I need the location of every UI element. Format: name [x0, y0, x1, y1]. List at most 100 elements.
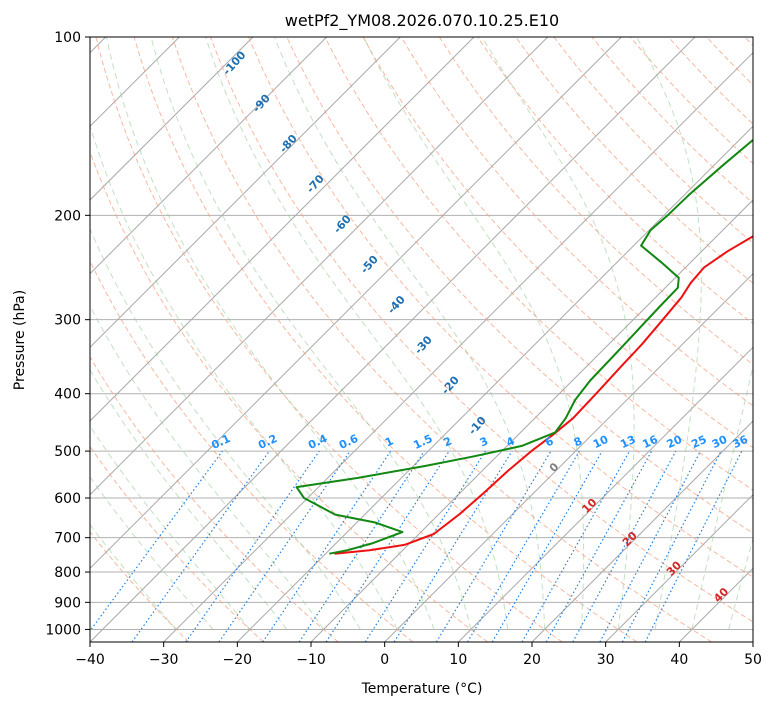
moist-adiabat [90, 124, 398, 630]
mixing-ratio-label: 0.1 [209, 432, 232, 452]
y-tick-label: 400 [54, 387, 81, 403]
x-tick-label: −10 [296, 652, 326, 668]
isotherm-gridline [90, 37, 622, 570]
isotherm-gridline [384, 272, 753, 642]
dry-adiabat [90, 259, 414, 642]
mixing-ratio-line [599, 450, 702, 642]
dry-adiabat-label: -60 [331, 212, 354, 236]
moist-adiabat [363, 37, 585, 630]
y-tick-label: 200 [54, 208, 81, 224]
isotherm-gridline [310, 199, 753, 642]
y-tick-label: 800 [54, 565, 81, 581]
moist-adiabat [105, 37, 435, 630]
y-tick-label: 100 [54, 30, 81, 46]
dry-adiabat-label: -10 [466, 414, 489, 438]
isotherm-gridline [90, 37, 254, 201]
mixing-ratio-line [621, 450, 722, 642]
isotherm-gridline [90, 37, 549, 496]
isotherm-gridline [531, 420, 753, 642]
mixing-ratio-line [521, 450, 631, 642]
isotherm-gridline [90, 37, 401, 349]
x-tick-label: 30 [597, 652, 615, 668]
dry-adiabat [668, 37, 753, 125]
dry-adiabat [553, 37, 753, 244]
mixing-ratio-line [90, 450, 223, 632]
x-tick-label: −30 [149, 652, 179, 668]
plot-frame [89, 36, 754, 643]
x-tick-label: 10 [449, 652, 467, 668]
axes: −40 −30 −20 −10 0 10 20 30 40 5010020030040050060… [45, 30, 762, 668]
dry-adiabat [362, 37, 753, 449]
moist-adiabat [273, 37, 546, 630]
isotherm-gridline [605, 493, 753, 642]
moist-adiabat [205, 37, 509, 630]
temperature-profile [334, 235, 753, 555]
mixing-ratio-line [393, 450, 513, 642]
x-tick-label: 0 [380, 652, 389, 668]
isotherm-gridline [752, 641, 753, 642]
line-labels: -100-90-80-70-60-50-40-30-20-100.1 0.2 0.4… [209, 48, 750, 605]
dewpoint-profile [295, 138, 753, 555]
dry-adiabat-label: -90 [250, 91, 273, 115]
mixing-ratio-label: 16 [640, 433, 660, 451]
mixing-ratio-label: 6 [543, 434, 556, 449]
mixing-ratio-line [218, 450, 351, 642]
dry-adiabat [210, 37, 753, 623]
x-tick-label: −20 [223, 652, 253, 668]
dry-adiabat [591, 37, 753, 204]
mixing-ratio-label: 20 [665, 433, 685, 451]
dry-adiabat [133, 37, 638, 642]
moist-adiabat [90, 523, 177, 630]
mixing-ratio-line [185, 450, 320, 642]
dry-adiabat-label: -70 [304, 172, 327, 196]
dry-adiabat-label: -80 [277, 132, 300, 156]
dry-adiabat [90, 150, 488, 642]
dry-adiabat-label: -50 [358, 253, 381, 277]
dry-adiabat [400, 37, 753, 407]
mixing-ratio-line [545, 450, 653, 642]
moist-adiabat [90, 476, 214, 630]
x-tick-label: 50 [744, 652, 762, 668]
mixing-ratio-line [325, 450, 450, 642]
y-tick-label: 900 [54, 595, 81, 611]
mixing-ratio-label: 8 [572, 434, 584, 449]
dry-adiabat [171, 37, 712, 642]
chart-title: wetPf2_YM08.2026.070.10.25.E10 [285, 11, 559, 31]
dry-adiabat [90, 355, 339, 642]
isotherm-gridline [90, 37, 475, 422]
isotherm-label: 20 [620, 529, 640, 549]
mixing-ratio-label: 2 [442, 434, 454, 449]
isotherm-gridline [90, 37, 328, 275]
y-tick-label: 500 [54, 444, 81, 460]
dry-adiabat [248, 37, 753, 578]
dry-adiabat [95, 37, 563, 642]
dry-adiabat [286, 37, 753, 534]
moist-adiabat [90, 368, 288, 630]
isotherm-gridline [236, 125, 753, 642]
moist-adiabat [481, 37, 635, 630]
y-tick-label: 700 [54, 531, 81, 547]
isotherm-gridline [90, 37, 696, 642]
y-tick-label: 600 [54, 491, 81, 507]
x-tick-label: −40 [75, 652, 105, 668]
mixing-ratio-line [262, 450, 392, 642]
dry-adiabat [90, 531, 190, 642]
y-tick-label: 1000 [45, 622, 81, 638]
moist-adiabat [90, 304, 325, 630]
moist-adiabat [636, 37, 702, 630]
y-axis-label: Pressure (hPa) [12, 290, 28, 390]
dry-adiabat [324, 37, 753, 491]
dry-adiabat [438, 37, 753, 365]
isotherm-gridline [163, 51, 753, 642]
isotherm-gridline [678, 567, 753, 642]
moist-adiabat [728, 536, 753, 630]
dry-adiabat [90, 445, 264, 642]
mixing-ratio-line [491, 450, 603, 642]
moist-adiabat [691, 363, 753, 630]
plot-area [90, 37, 753, 642]
dry-adiabat-label: -40 [385, 293, 408, 317]
mixing-ratio-label: 3 [478, 434, 490, 449]
x-tick-label: 40 [670, 652, 688, 668]
mixing-ratio-label: 30 [710, 433, 730, 451]
